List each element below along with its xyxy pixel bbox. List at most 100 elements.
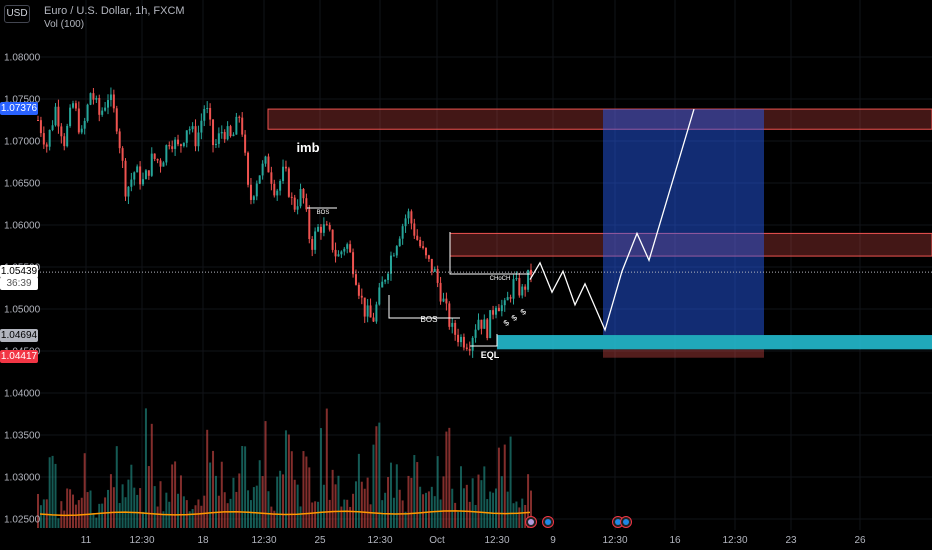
volume-bar [273, 510, 276, 528]
candle-body [387, 273, 390, 281]
candle-body [57, 106, 60, 127]
volume-bar [212, 450, 215, 528]
volume-bar [363, 488, 366, 528]
candle-body [159, 160, 162, 167]
volume-bar [471, 478, 474, 528]
volume-bar [407, 475, 410, 528]
candle-body [442, 298, 445, 302]
volume-bar [395, 464, 398, 528]
volume-bar [226, 503, 229, 528]
volume-bar [436, 456, 439, 528]
stop-price-tag: 1.04417 [0, 350, 38, 363]
volume-bar [462, 488, 465, 528]
volume-bar [200, 505, 203, 528]
candle-body [512, 279, 515, 299]
volume-bar [174, 461, 177, 528]
volume-bar [319, 428, 322, 528]
top-supply-zone [267, 108, 932, 130]
grid-lines [40, 0, 932, 530]
time-axis[interactable]: 11 12:30 18 12:30 25 12:30 Oct 12:30 9 12:30 16 12:… [81, 535, 866, 546]
candle-body [261, 163, 264, 176]
liquidity-mark: $ [519, 307, 529, 317]
volume-bar [468, 501, 471, 528]
candle-body [101, 110, 104, 115]
volume-bar [331, 469, 334, 528]
candle-body [366, 305, 369, 317]
candle-body [293, 197, 296, 210]
x-tick-label: 11 [81, 535, 92, 546]
volume-bar [235, 491, 238, 528]
candle-body [42, 133, 45, 145]
candle-body [177, 139, 180, 145]
candle-body [375, 304, 378, 322]
candle-body [439, 282, 442, 302]
volume-bar [159, 481, 162, 528]
candle-body [185, 130, 188, 143]
candle-body [413, 223, 416, 236]
bos-small-label: BOS [317, 210, 330, 216]
volume-bar [494, 488, 497, 528]
volume-bar [305, 456, 308, 528]
currency-button[interactable]: USD [4, 5, 30, 23]
y-tick-label: 1.07000 [4, 137, 41, 148]
volume-bar [54, 463, 57, 528]
volume-bar [384, 492, 387, 528]
candle-body [226, 126, 229, 140]
volume-bar [39, 505, 42, 528]
bos-line [388, 295, 460, 319]
candle-body [349, 244, 352, 253]
volume-bar [337, 475, 340, 528]
volume-bar [442, 476, 445, 528]
x-tick-label: 18 [197, 535, 209, 546]
candle-body [223, 132, 226, 140]
candle-body [69, 107, 72, 126]
volume-bar [451, 488, 454, 528]
volume-bar [264, 421, 267, 528]
volume-ma-line [39, 510, 531, 517]
candle-body [389, 255, 392, 274]
volume-bar [194, 505, 197, 528]
candle-body [252, 196, 255, 200]
candle-body [480, 319, 483, 329]
volume-bar [284, 430, 287, 528]
volume-bar [203, 495, 206, 528]
candle-body [276, 190, 279, 196]
candle-body [343, 248, 346, 252]
candle-body [302, 189, 305, 199]
y-tick-label: 1.06000 [4, 221, 41, 232]
candle-body [115, 108, 118, 132]
volume-bar [293, 479, 296, 528]
candle-body [357, 284, 360, 296]
candle-body [80, 128, 83, 133]
candle-body [264, 156, 267, 164]
volume-bar [492, 492, 495, 528]
candle-body [188, 129, 191, 131]
candle-body [474, 329, 477, 338]
volume-bar [156, 506, 159, 528]
candle-body [284, 166, 287, 169]
candle-body [515, 278, 518, 280]
candle-body [471, 337, 474, 351]
volume-bar [223, 492, 226, 528]
candle-body [459, 336, 462, 343]
candle-body [136, 166, 139, 173]
volume-bar [322, 484, 325, 528]
candle-body [235, 116, 238, 135]
volume-bar [177, 493, 180, 528]
candle-body [249, 184, 252, 200]
candle-body [462, 336, 465, 348]
candle-body [422, 246, 425, 248]
candle-body [404, 218, 407, 227]
volume-bar [72, 494, 75, 528]
volume-bar [480, 480, 483, 528]
volume-indicator-label[interactable]: Vol (100) [44, 19, 85, 30]
event-flag-icon [623, 519, 629, 525]
candle-body [317, 226, 320, 232]
demand-zone [497, 335, 932, 350]
candle-body [255, 183, 258, 197]
volume-bar [445, 431, 448, 528]
candle-body [98, 97, 101, 115]
candle-body [66, 125, 69, 147]
candle-body [489, 310, 492, 339]
